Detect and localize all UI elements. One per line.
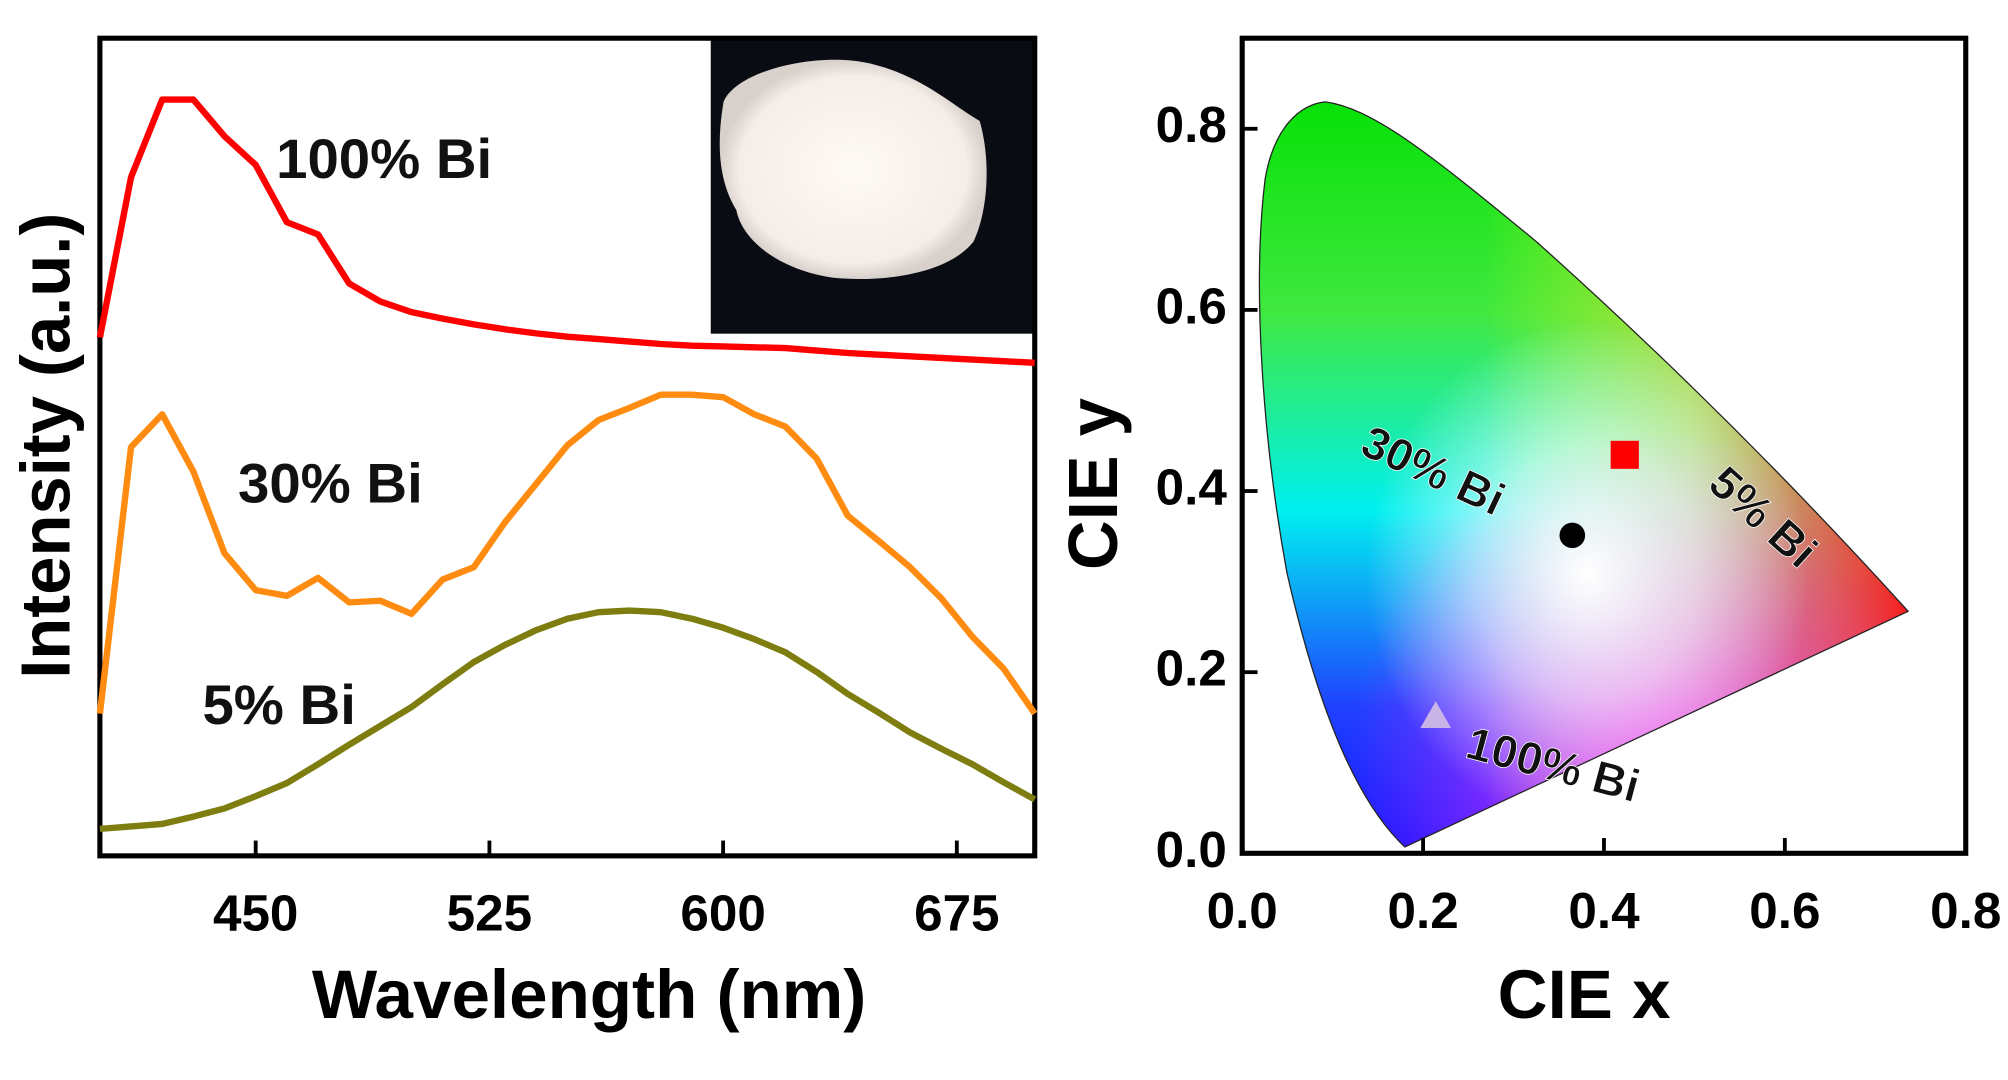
y-tick-label: 0.2 [1156,640,1227,697]
series-label: 30% Bi [238,452,423,515]
x-tick-label: 450 [213,885,298,942]
y-axis-title: Intensity (a.u.) [7,213,84,679]
series-label: 5% Bi [202,673,355,736]
spectrum-line [99,607,1037,833]
inset-photo [710,38,1035,334]
x-tick-label: 675 [914,885,999,942]
cie-locus-outline [1258,101,1910,848]
x-tick-label: 0.2 [1387,882,1458,939]
x-tick-label: 525 [447,885,532,942]
y-tick-label: 0.0 [1156,821,1227,878]
triangle-marker [1420,701,1452,729]
x-tick-label: 0.8 [1930,882,2001,939]
x-axis-title: Wavelength (nm) [312,956,866,1033]
x-tick-label: 0.6 [1749,882,1820,939]
plot-frame [97,35,1038,859]
spectrum-line [96,391,1038,716]
y-axis-title: CIE y [1055,398,1132,570]
x-tick-label: 0.4 [1568,882,1640,939]
y-tick-label: 0.4 [1156,459,1228,516]
series-label: 100% Bi [276,127,492,190]
square-marker [1610,440,1639,469]
x-tick-label: 0.0 [1207,882,1278,939]
spectrum-line [96,96,1035,366]
y-tick-label: 0.8 [1156,96,1227,153]
x-axis-title: CIE x [1498,956,1671,1033]
y-tick-label: 0.6 [1156,277,1227,334]
x-tick-label: 600 [680,885,765,942]
circle-marker [1559,522,1586,549]
